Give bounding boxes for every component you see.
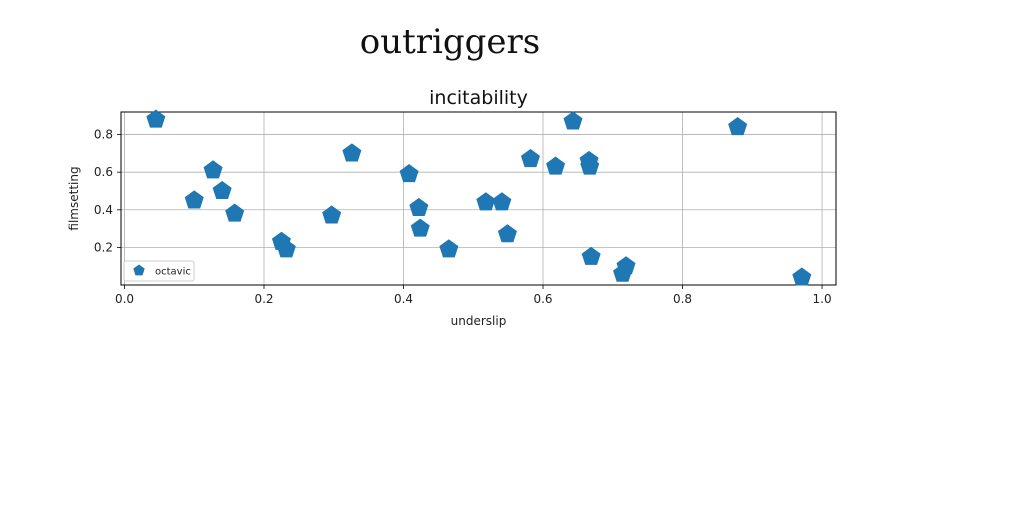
figure-suptitle: outriggers [359,22,541,62]
axis-ticks: 0.0 0.2 0.4 0.6 0.8 1.0 0.2 0.4 0.6 0.8 [94,128,832,306]
x-tick-label: 0.8 [673,292,692,306]
legend-marker [133,264,145,276]
data-point [409,197,429,216]
y-tick-label: 0.6 [94,165,113,179]
data-point [546,156,566,175]
data-point [581,246,601,265]
x-tick-label: 0.2 [254,292,273,306]
x-axis-label: underslip [451,314,507,328]
data-point [399,164,419,183]
data-point [212,180,232,200]
data-point [497,224,517,243]
data-point [342,143,362,162]
legend-label: octavic [155,267,191,278]
data-point [476,192,496,211]
legend-box [123,260,195,282]
data-point [184,190,204,209]
x-tick-label: 1.0 [813,292,832,306]
data-points [146,109,812,286]
legend: octavic [123,260,195,282]
data-point [728,117,748,136]
plot-title: incitability [429,87,528,109]
data-point [276,239,296,258]
data-point [322,205,342,224]
y-tick-label: 0.2 [94,240,113,254]
data-point [580,156,600,175]
x-tick-label: 0.4 [394,292,413,306]
y-tick-label: 0.4 [94,203,113,217]
data-point [616,256,636,275]
data-point [492,192,512,211]
data-point [439,239,459,258]
data-point [410,218,430,237]
data-point [520,149,540,168]
y-tick-label: 0.8 [94,128,113,142]
data-point [203,160,223,179]
y-axis-label: filmsetting [67,166,81,230]
data-point [146,109,166,128]
x-tick-label: 0.0 [115,292,134,306]
data-point [563,111,583,130]
x-tick-label: 0.6 [533,292,552,306]
data-point [792,267,812,286]
plot-frame [120,111,837,286]
data-point [225,203,245,222]
